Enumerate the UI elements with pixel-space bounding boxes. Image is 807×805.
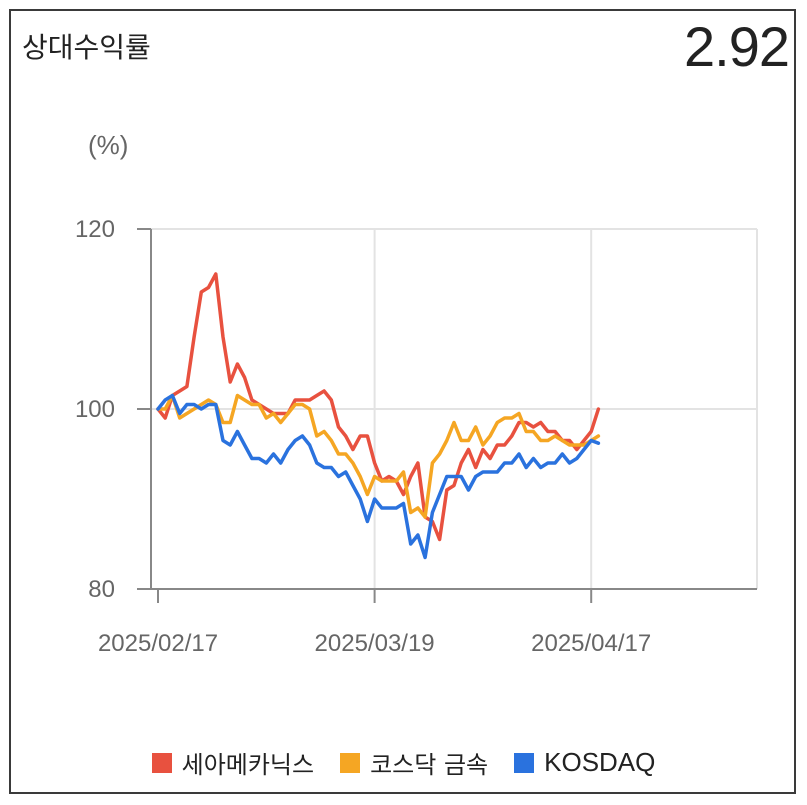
legend-item-kosdaq-metal[interactable]: 코스닥 금속 <box>340 745 488 780</box>
legend-label-seah: 세아메카닉스 <box>181 751 315 779</box>
legend-label-kosdaq-metal: 코스닥 금속 <box>370 751 489 779</box>
series-lines <box>156 272 601 560</box>
legend-swatch-kosdaq <box>514 752 535 773</box>
legend-swatch-seah <box>151 752 172 773</box>
legend-item-kosdaq[interactable]: KOSDAQ <box>514 745 655 780</box>
y-tick-label: 100 <box>75 396 115 423</box>
series-line-1 <box>156 393 601 519</box>
chart-card <box>9 9 796 794</box>
relative-return-value: 2.92 <box>684 15 790 78</box>
x-tick-label: 2025/03/19 <box>315 630 435 657</box>
x-tick-label: 2025/02/17 <box>98 630 218 657</box>
legend-label-kosdaq: KOSDAQ <box>544 747 656 777</box>
legend-item-seah[interactable]: 세아메카닉스 <box>151 745 315 780</box>
x-tick-label: 2025/04/17 <box>531 630 651 657</box>
legend-swatch-kosdaq-metal <box>340 752 361 773</box>
y-axis-unit-label: (%) <box>88 130 129 160</box>
series-line-2 <box>156 393 601 560</box>
axes <box>137 228 757 603</box>
legend: 세아메카닉스 코스닥 금속 KOSDAQ <box>0 745 807 780</box>
chart-title: 상대수익률 <box>22 31 151 64</box>
tick-labels: 120 100 80 2025/02/17 2025/03/19 2025/04/17 <box>75 216 651 657</box>
grid <box>151 228 758 590</box>
y-tick-label: 120 <box>75 216 115 243</box>
y-tick-label: 80 <box>88 576 115 603</box>
series-line-0 <box>156 272 601 542</box>
